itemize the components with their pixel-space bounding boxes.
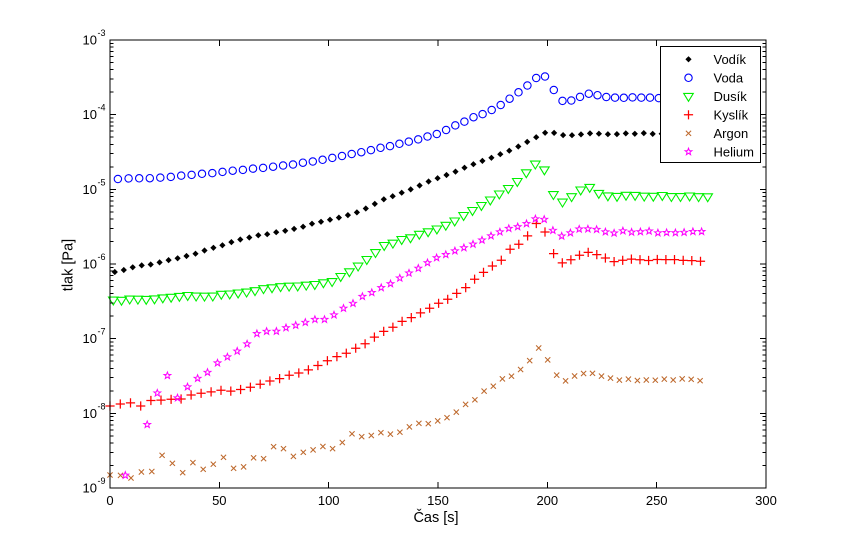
svg-text:-3: -3 xyxy=(98,28,106,38)
svg-text:200: 200 xyxy=(536,493,558,508)
svg-text:0: 0 xyxy=(106,493,113,508)
svg-text:-6: -6 xyxy=(98,252,106,262)
svg-text:-9: -9 xyxy=(98,476,106,486)
svg-text:tlak [Pa]: tlak [Pa] xyxy=(61,239,77,291)
svg-text:10: 10 xyxy=(83,257,97,272)
svg-text:250: 250 xyxy=(646,493,668,508)
svg-text:10: 10 xyxy=(83,481,97,496)
svg-text:50: 50 xyxy=(212,493,226,508)
svg-text:10: 10 xyxy=(83,406,97,421)
svg-text:-7: -7 xyxy=(98,327,106,337)
svg-text:10: 10 xyxy=(83,107,97,122)
svg-text:Dusík: Dusík xyxy=(714,89,748,104)
svg-text:10: 10 xyxy=(83,182,97,197)
svg-text:300: 300 xyxy=(755,493,777,508)
svg-text:150: 150 xyxy=(427,493,449,508)
svg-text:Argon: Argon xyxy=(714,126,749,141)
svg-text:Helium: Helium xyxy=(714,144,754,159)
svg-text:Vodík: Vodík xyxy=(714,52,747,67)
svg-text:10: 10 xyxy=(83,331,97,346)
svg-text:-4: -4 xyxy=(98,103,106,113)
svg-text:Čas [s]: Čas [s] xyxy=(413,509,458,526)
svg-text:10: 10 xyxy=(83,33,97,48)
svg-text:-8: -8 xyxy=(98,401,106,411)
svg-text:100: 100 xyxy=(318,493,340,508)
svg-text:Voda: Voda xyxy=(714,70,744,85)
svg-text:-5: -5 xyxy=(98,177,106,187)
svg-text:Kyslík: Kyslík xyxy=(714,107,749,122)
